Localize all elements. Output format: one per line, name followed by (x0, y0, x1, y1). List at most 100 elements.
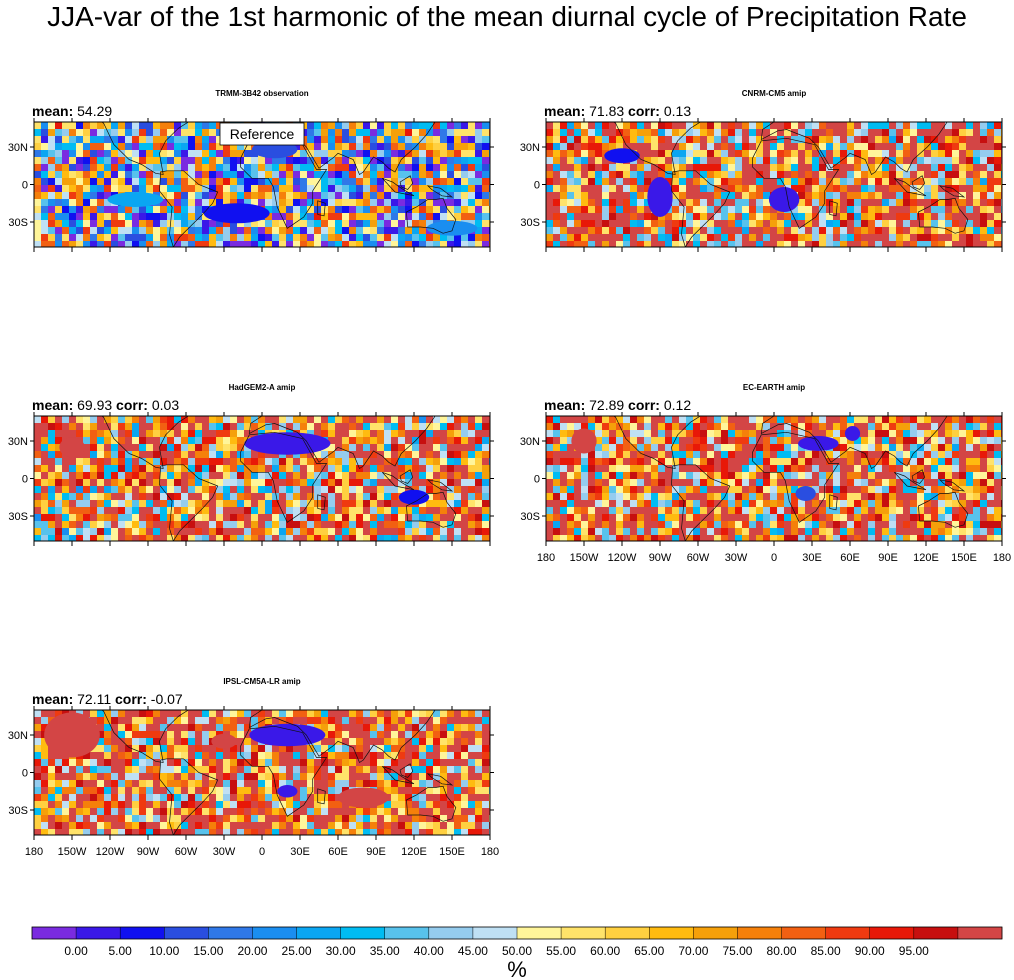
field-cell (567, 437, 575, 445)
corr-value: 0.12 (660, 397, 691, 413)
field-cell (391, 493, 399, 501)
field-cell (342, 150, 350, 158)
field-cell (791, 213, 799, 221)
field-cell (440, 164, 448, 172)
field-cell (104, 500, 112, 508)
field-cell (728, 472, 736, 480)
field-cell (595, 514, 603, 522)
field-cell (265, 164, 273, 172)
field-cell (139, 514, 147, 522)
field-cell (412, 192, 420, 200)
field-cell (412, 157, 420, 165)
field-cell (742, 234, 750, 242)
field-cell (34, 164, 42, 172)
coastline (918, 197, 969, 234)
field-cell (125, 143, 133, 151)
field-cell (356, 185, 364, 193)
field-cell (588, 199, 596, 207)
field-cell (230, 486, 238, 494)
field-cell (132, 423, 140, 431)
field-cell (188, 486, 196, 494)
field-cell (714, 234, 722, 242)
field-cell (763, 451, 771, 459)
field-cell (644, 500, 652, 508)
field-cell (202, 423, 210, 431)
field-feature (795, 486, 816, 501)
field-cell (952, 416, 960, 424)
field-cell (447, 465, 455, 473)
field-cell (363, 451, 371, 459)
field-cell (153, 178, 161, 186)
field-cell (461, 451, 469, 459)
field-cell (97, 437, 105, 445)
field-cell (819, 122, 827, 130)
field-cell (826, 451, 834, 459)
field-cell (875, 472, 883, 480)
field-cell (623, 136, 631, 144)
field-cell (342, 451, 350, 459)
field-cell (370, 451, 378, 459)
field-cell (938, 164, 946, 172)
field-cell (286, 486, 294, 494)
field-cell (966, 521, 974, 529)
field-cell (791, 521, 799, 529)
field-cell (90, 521, 98, 529)
field-cell (181, 206, 189, 214)
field-cell (931, 220, 939, 228)
field-cell (174, 521, 182, 529)
field-cell (342, 423, 350, 431)
field-cell (924, 136, 932, 144)
field-cell (889, 535, 897, 541)
field-cell (854, 185, 862, 193)
field-cell (335, 213, 343, 221)
field-cell (770, 514, 778, 522)
field-cell (433, 472, 441, 480)
field-cell (973, 192, 981, 200)
field-cell (41, 150, 49, 158)
field-cell (342, 178, 350, 186)
field-cell (847, 185, 855, 193)
field-cell (69, 122, 77, 130)
field-cell (812, 171, 820, 179)
field-cell (419, 136, 427, 144)
field-cell (377, 213, 385, 221)
field-cell (945, 430, 953, 438)
field-cell (651, 479, 659, 487)
field-cell (770, 220, 778, 228)
field-cell (938, 213, 946, 221)
field-cell (896, 535, 904, 541)
field-cell (721, 234, 729, 242)
field-cell (763, 192, 771, 200)
field-cell (616, 213, 624, 221)
field-cell (440, 143, 448, 151)
field-cell (104, 220, 112, 228)
lat-tick-label: 0 (534, 474, 540, 486)
field-cell (97, 227, 105, 235)
field-cell (665, 122, 673, 130)
field-cell (861, 192, 869, 200)
map-field-4 (546, 416, 1002, 541)
field-cell (630, 507, 638, 515)
field-cell (90, 150, 98, 158)
field-cell (223, 157, 231, 165)
field-cell (644, 185, 652, 193)
field-cell (475, 192, 483, 200)
field-cell (546, 500, 554, 508)
field-cell (805, 535, 813, 541)
field-cell (966, 143, 974, 151)
field-cell (167, 178, 175, 186)
field-cell (244, 234, 252, 242)
field-cell (665, 458, 673, 466)
field-cell (889, 486, 897, 494)
field-cell (819, 157, 827, 165)
field-cell (588, 535, 596, 541)
field-cell (889, 220, 897, 228)
field-cell (770, 535, 778, 541)
field-cell (791, 479, 799, 487)
field-cell (328, 234, 336, 242)
field-cell (475, 206, 483, 214)
field-cell (293, 528, 301, 536)
field-cell (812, 535, 820, 541)
field-cell (938, 136, 946, 144)
field-cell (314, 528, 322, 536)
